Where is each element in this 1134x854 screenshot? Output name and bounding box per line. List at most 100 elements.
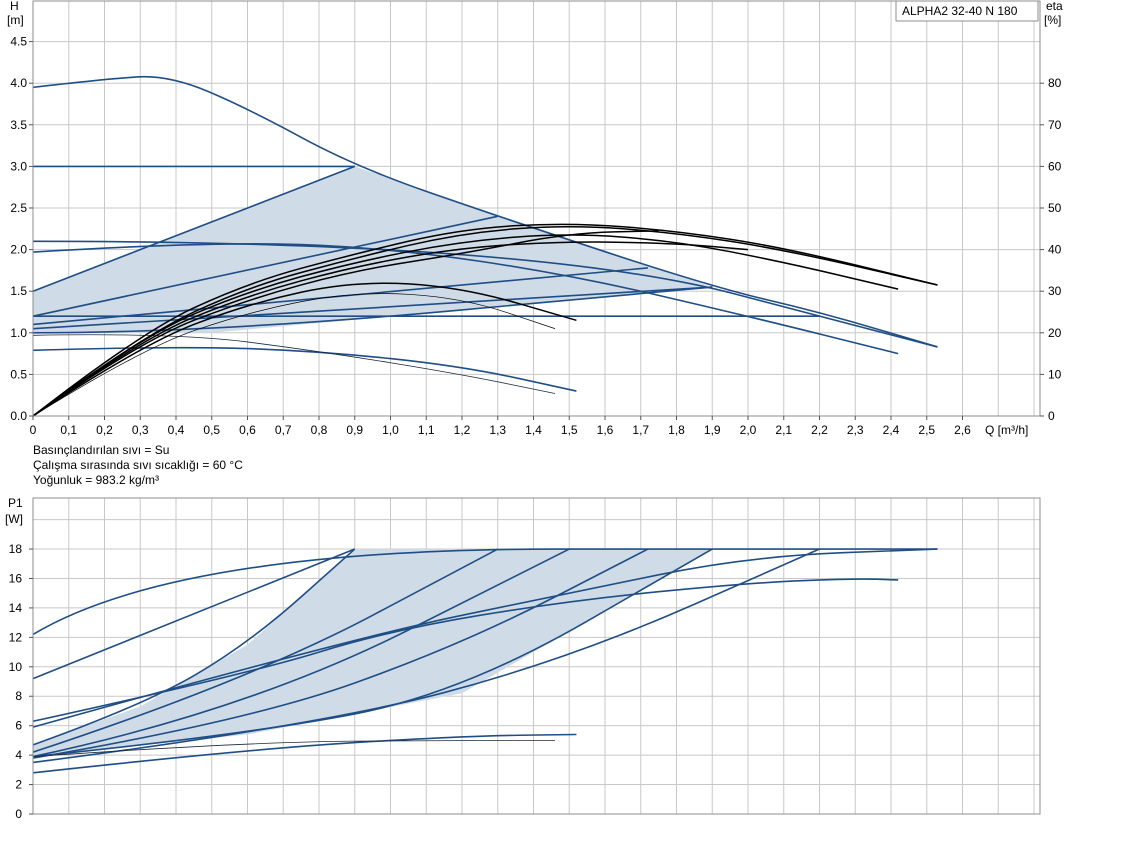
top-y-tick-label: 0.5 — [10, 367, 27, 381]
top-efficiency-curve — [32, 223, 938, 417]
bottom-head-curve — [32, 548, 820, 764]
top-x-tick-label: 1,0 — [382, 423, 399, 437]
top-x-tick-label: 2,2 — [811, 423, 828, 437]
top-y2-tick-label: 50 — [1048, 201, 1062, 215]
bottom-y-tick-label: 6 — [15, 719, 22, 733]
top-x-tick-label: 1,2 — [454, 423, 471, 437]
top-y-tick-label: 4.0 — [10, 76, 27, 90]
top-x-tick-label: 0,5 — [203, 423, 220, 437]
top-y2-axis-unit: [%] — [1044, 13, 1061, 27]
bottom-head-curve — [32, 733, 577, 774]
top-x-tick-label: 1,3 — [489, 423, 506, 437]
bottom-y-axis-label: P1 — [8, 496, 23, 510]
bottom-head-curve — [32, 548, 356, 680]
bottom-thin-curve — [32, 740, 555, 757]
top-head-curve — [32, 75, 938, 348]
top-x-tick-label: 0,6 — [239, 423, 256, 437]
bottom-y-tick-label: 10 — [9, 660, 23, 674]
bottom-y-tick-label: 14 — [9, 601, 23, 615]
top-y-tick-label: 2.0 — [10, 243, 27, 257]
top-y-axis-label: H — [10, 0, 19, 13]
top-y2-tick-label: 0 — [1048, 409, 1055, 423]
bottom-y-tick-label: 12 — [9, 630, 23, 644]
top-x-tick-label: 2,0 — [740, 423, 757, 437]
top-head-curve — [32, 165, 356, 292]
chart-title: ALPHA2 32-40 N 180 — [902, 4, 1018, 18]
temperature-info: Çalışma sırasında sıvı sıcaklığı = 60 °C — [33, 458, 243, 472]
top-x-axis-label: Q [m³/h] — [985, 423, 1028, 437]
bottom-head-curve — [32, 578, 899, 723]
top-x-tick-label: 2,5 — [918, 423, 935, 437]
bottom-y-tick-label: 8 — [15, 689, 22, 703]
top-x-tick-label: 1,8 — [668, 423, 685, 437]
top-x-tick-label: 0,1 — [60, 423, 77, 437]
top-x-tick-label: 0,8 — [311, 423, 328, 437]
top-x-tick-label: 0,9 — [346, 423, 363, 437]
top-y-axis-unit: [m] — [7, 13, 24, 27]
bottom-y-tick-label: 2 — [15, 778, 22, 792]
bottom-frame — [32, 497, 1041, 815]
top-y-tick-label: 1.0 — [10, 326, 27, 340]
top-y-tick-label: 3.0 — [10, 159, 27, 173]
bottom-shaded-region — [33, 549, 713, 757]
bottom-head-curve — [32, 548, 499, 753]
top-x-tick-label: 2,3 — [847, 423, 864, 437]
top-x-tick-label: 0 — [30, 423, 37, 437]
bottom-head-curve — [32, 548, 356, 746]
top-head-curve — [32, 243, 899, 355]
top-y2-tick-label: 10 — [1048, 367, 1062, 381]
top-x-tick-label: 0,4 — [168, 423, 185, 437]
top-efficiency-curve-thin — [32, 293, 556, 417]
top-efficiency-curve — [32, 230, 659, 417]
top-x-tick-label: 0,7 — [275, 423, 292, 437]
top-x-tick-label: 1,4 — [525, 423, 542, 437]
bottom-y-axis-unit: [W] — [5, 512, 23, 526]
top-x-tick-label: 1,9 — [704, 423, 721, 437]
bottom-head-curve — [32, 548, 649, 759]
top-efficiency-curve — [32, 282, 577, 417]
top-x-tick-label: 2,6 — [954, 423, 971, 437]
density-info: Yoğunluk = 983.2 kg/m³ — [33, 473, 159, 487]
top-x-tick-label: 1,6 — [597, 423, 614, 437]
bottom-plot-area — [33, 498, 1040, 814]
top-y-tick-label: 1.5 — [10, 284, 27, 298]
top-y2-tick-label: 30 — [1048, 284, 1062, 298]
top-efficiency-curve — [32, 241, 749, 417]
top-x-tick-label: 2,4 — [883, 423, 900, 437]
top-y2-tick-label: 70 — [1048, 118, 1062, 132]
top-y2-tick-label: 20 — [1048, 326, 1062, 340]
top-x-tick-label: 2,1 — [775, 423, 792, 437]
top-y2-tick-label: 80 — [1048, 76, 1062, 90]
top-efficiency-curve — [32, 234, 899, 417]
bottom-y-tick-label: 4 — [15, 748, 22, 762]
bottom-y-tick-label: 18 — [9, 542, 23, 556]
fluid-info: Basınçlandırılan sıvı = Su — [33, 443, 169, 457]
top-head-curve — [32, 215, 498, 317]
top-x-tick-label: 0,3 — [132, 423, 149, 437]
top-head-curve — [32, 267, 648, 326]
top-x-tick-label: 1,1 — [418, 423, 435, 437]
top-x-tick-label: 1,7 — [632, 423, 649, 437]
top-y2-axis-label: eta — [1046, 0, 1063, 13]
bottom-y-tick-label: 0 — [15, 807, 22, 821]
top-x-tick-label: 1,5 — [561, 423, 578, 437]
top-head-curve — [32, 286, 713, 330]
bottom-head-curve — [32, 548, 938, 728]
top-y-tick-label: 4.5 — [10, 35, 27, 49]
bottom-head-curve — [32, 548, 570, 758]
top-y-tick-label: 2.5 — [10, 201, 27, 215]
top-y-tick-label: 0.0 — [10, 409, 27, 423]
bottom-head-curve — [32, 548, 938, 636]
top-x-tick-label: 0,2 — [96, 423, 113, 437]
top-y-tick-label: 3.5 — [10, 118, 27, 132]
chart-title-box — [895, 0, 1039, 22]
top-head-curve — [32, 286, 713, 334]
top-y2-tick-label: 40 — [1048, 243, 1062, 257]
top-efficiency-curve — [32, 225, 938, 417]
top-head-curve — [32, 240, 938, 348]
bottom-head-curve — [32, 548, 713, 758]
bottom-y-tick-label: 16 — [9, 571, 23, 585]
top-y2-tick-label: 60 — [1048, 159, 1062, 173]
